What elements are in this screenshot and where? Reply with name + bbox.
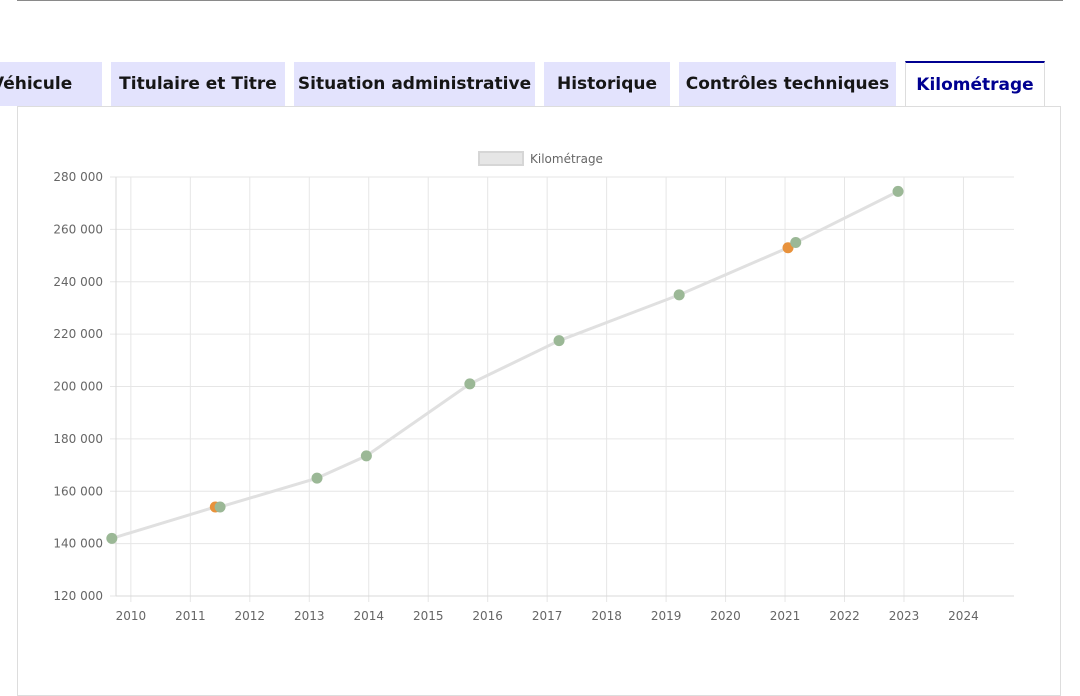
x-tick-label: 2019 <box>651 609 682 623</box>
data-point[interactable] <box>790 236 802 248</box>
tab-historique[interactable]: Historique <box>544 62 670 106</box>
x-tick-label: 2012 <box>235 609 266 623</box>
tab-label: Titulaire et Titre <box>119 74 277 94</box>
tab-label: Contrôles techniques <box>685 74 890 94</box>
data-point-orange[interactable] <box>782 242 794 254</box>
tab-situation-administrative[interactable]: Situation administrative <box>294 62 535 106</box>
data-point[interactable] <box>106 532 118 544</box>
x-tick-label: 2024 <box>948 609 979 623</box>
y-tick-label: 140 000 <box>53 537 103 551</box>
data-point[interactable] <box>360 450 372 462</box>
tab-bar: Véhicule Titulaire et Titre Situation ad… <box>0 0 1080 107</box>
y-tick-label: 160 000 <box>53 484 103 498</box>
series-line-group <box>111 190 899 540</box>
y-tick-label: 220 000 <box>53 327 103 341</box>
x-tick-label: 2011 <box>175 609 206 623</box>
tab-label: Véhicule <box>0 74 73 94</box>
tab-label: Kilométrage <box>916 75 1034 95</box>
mileage-chart: 120 000 140 000 160 000 180 000 200 000 220 0… <box>53 151 1014 623</box>
x-tick-label: 2015 <box>413 609 444 623</box>
data-point[interactable] <box>892 185 904 197</box>
x-tick-label: 2017 <box>532 609 563 623</box>
tab-kilometrage[interactable]: Kilométrage <box>905 61 1045 107</box>
x-tick-label: 2021 <box>770 609 801 623</box>
y-tick-label: 240 000 <box>53 275 103 289</box>
y-tick-label: 260 000 <box>53 222 103 236</box>
x-tick-label: 2020 <box>710 609 741 623</box>
x-tick-label: 2010 <box>116 609 147 623</box>
y-tick-label: 280 000 <box>53 170 103 184</box>
x-tick-label: 2016 <box>472 609 503 623</box>
legend-label: Kilométrage <box>530 152 603 166</box>
grid <box>110 176 1014 602</box>
tab-vehicule[interactable]: Véhicule <box>0 62 102 106</box>
tab-label: Situation administrative <box>297 74 532 94</box>
tab-controles-techniques[interactable]: Contrôles techniques <box>679 62 896 106</box>
y-tick-label: 120 000 <box>53 589 103 603</box>
y-tick-label: 180 000 <box>53 432 103 446</box>
data-point[interactable] <box>673 289 685 301</box>
data-points <box>106 185 904 544</box>
legend[interactable]: Kilométrage <box>478 151 603 166</box>
x-tick-label: 2023 <box>889 609 920 623</box>
x-tick-label: 2022 <box>829 609 860 623</box>
legend-swatch <box>478 151 524 166</box>
y-tick-label: 200 000 <box>53 380 103 394</box>
tab-label: Historique <box>557 74 657 94</box>
tab-titulaire-et-titre[interactable]: Titulaire et Titre <box>111 62 285 106</box>
axes: 120 000 140 000 160 000 180 000 200 000 220 0… <box>53 170 1014 623</box>
series-line <box>111 190 899 540</box>
x-tick-label: 2014 <box>353 609 384 623</box>
data-point[interactable] <box>311 472 323 484</box>
data-point[interactable] <box>214 501 226 513</box>
x-tick-label: 2018 <box>591 609 622 623</box>
tab-panel <box>17 106 1061 696</box>
top-divider <box>17 0 1063 1</box>
data-point[interactable] <box>553 335 565 347</box>
x-tick-label: 2013 <box>294 609 325 623</box>
data-point[interactable] <box>464 378 476 390</box>
